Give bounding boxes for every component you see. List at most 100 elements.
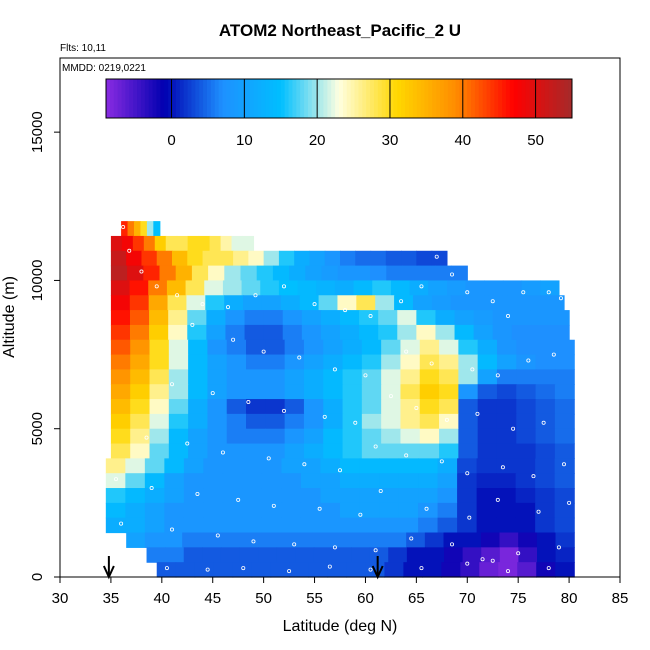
heatmap-cell: [323, 443, 344, 459]
heatmap-cell: [163, 532, 183, 548]
heatmap-cell: [244, 310, 265, 326]
colorbar-segment: [358, 79, 363, 118]
obs-point: [322, 414, 327, 419]
heatmap-cell: [457, 488, 478, 504]
heatmap-cell: [337, 295, 357, 311]
heatmap-cell: [265, 369, 286, 385]
heatmap-cell: [132, 235, 145, 252]
heatmap-cell: [340, 473, 361, 489]
obs-point: [200, 302, 205, 307]
heatmap-cell: [320, 473, 341, 489]
heatmap-cell: [226, 413, 247, 430]
heatmap-cell: [340, 502, 361, 519]
heatmap-cell: [323, 399, 344, 415]
heatmap-cell: [246, 384, 266, 400]
heatmap-cell: [222, 473, 244, 489]
heatmap-cell: [129, 295, 150, 311]
heatmap-cell: [202, 547, 222, 563]
heatmap-cell: [498, 562, 518, 578]
heatmap-cell: [222, 502, 244, 519]
heatmap-cell: [477, 339, 498, 356]
heatmap-cell: [140, 221, 148, 237]
y-axis-label: Altitude (m): [1, 276, 18, 358]
heatmap-cell: [187, 324, 207, 341]
heatmap-cell: [188, 413, 209, 430]
heatmap-cell: [220, 547, 241, 563]
heatmap-cell: [515, 502, 536, 519]
heatmap-cell: [246, 413, 266, 430]
heatmap-cell: [246, 339, 266, 356]
heatmap-cell: [457, 517, 478, 534]
heatmap-cell: [130, 399, 151, 415]
heatmap-cell: [165, 235, 178, 252]
colorbar-segment: [195, 79, 200, 118]
heatmap-cell: [303, 354, 324, 370]
heatmap-cell: [188, 443, 209, 459]
heatmap-cell: [110, 339, 131, 356]
heatmap-cell: [422, 562, 442, 578]
heatmap-cell: [183, 488, 204, 504]
heatmap-cell: [435, 324, 456, 341]
plot-area: [105, 221, 575, 578]
heatmap-cell: [545, 295, 565, 311]
heatmap-cell: [368, 532, 389, 548]
heatmap-cell: [276, 547, 296, 563]
heatmap-cell: [188, 369, 209, 385]
heatmap-cell: [318, 295, 339, 311]
obs-point: [465, 290, 470, 295]
heatmap-cell: [387, 532, 407, 548]
heatmap-cell: [110, 265, 128, 282]
heatmap-cell: [480, 532, 501, 548]
obs-point: [526, 358, 531, 363]
heatmap-cell: [381, 369, 402, 385]
heatmap-cell: [149, 428, 170, 445]
obs-point: [465, 471, 470, 476]
heatmap-cell: [316, 280, 336, 296]
heatmap-cell: [144, 473, 165, 489]
heatmap-cell: [359, 310, 379, 326]
heatmap-cell: [340, 310, 360, 326]
heatmap-cell: [168, 428, 189, 445]
heatmap-cell: [284, 369, 305, 385]
obs-point: [220, 450, 225, 455]
heatmap-cell: [183, 473, 204, 489]
obs-point: [465, 561, 470, 566]
heatmap-cell: [331, 532, 351, 548]
heatmap-cell: [188, 428, 209, 445]
heatmap-cell: [424, 532, 445, 548]
heatmap-cell: [437, 502, 458, 519]
heatmap-cell: [144, 502, 165, 519]
heatmap-cell: [206, 324, 227, 341]
heatmap-cell: [342, 369, 363, 385]
heatmap-cell: [130, 384, 151, 400]
heatmap-cell: [126, 250, 143, 267]
heatmap-cell: [246, 369, 266, 385]
heatmap-cell: [164, 517, 185, 534]
heatmap-cell: [127, 265, 144, 282]
heatmap-cell: [305, 265, 323, 282]
colorbar-segment: [346, 79, 352, 118]
heatmap-cell: [265, 339, 286, 356]
colorbar: 0 10 20 30 40 50: [105, 78, 573, 149]
heatmap-cell: [477, 428, 498, 445]
heatmap-cell: [209, 235, 222, 252]
heatmap-cell: [130, 310, 150, 326]
heatmap-cell: [203, 502, 224, 519]
obs-point: [215, 533, 220, 538]
colorbar-segment: [300, 79, 305, 118]
heatmap-cell: [105, 517, 126, 534]
obs-point: [551, 352, 556, 357]
heatmap-cell: [378, 310, 398, 326]
heatmap-cell: [536, 547, 557, 563]
heatmap-cell: [300, 458, 322, 474]
mmdd-label: MMDD: 0219,0221: [62, 63, 146, 74]
heatmap-cell: [148, 280, 168, 296]
heatmap-cell: [270, 562, 291, 578]
heatmap-cell: [359, 488, 380, 504]
obs-point: [253, 293, 258, 298]
heatmap-cell: [535, 413, 556, 430]
obs-point: [373, 548, 378, 553]
x-tick-label: 80: [561, 590, 578, 607]
heatmap-cell: [381, 413, 402, 430]
colorbar-segment: [206, 79, 212, 118]
